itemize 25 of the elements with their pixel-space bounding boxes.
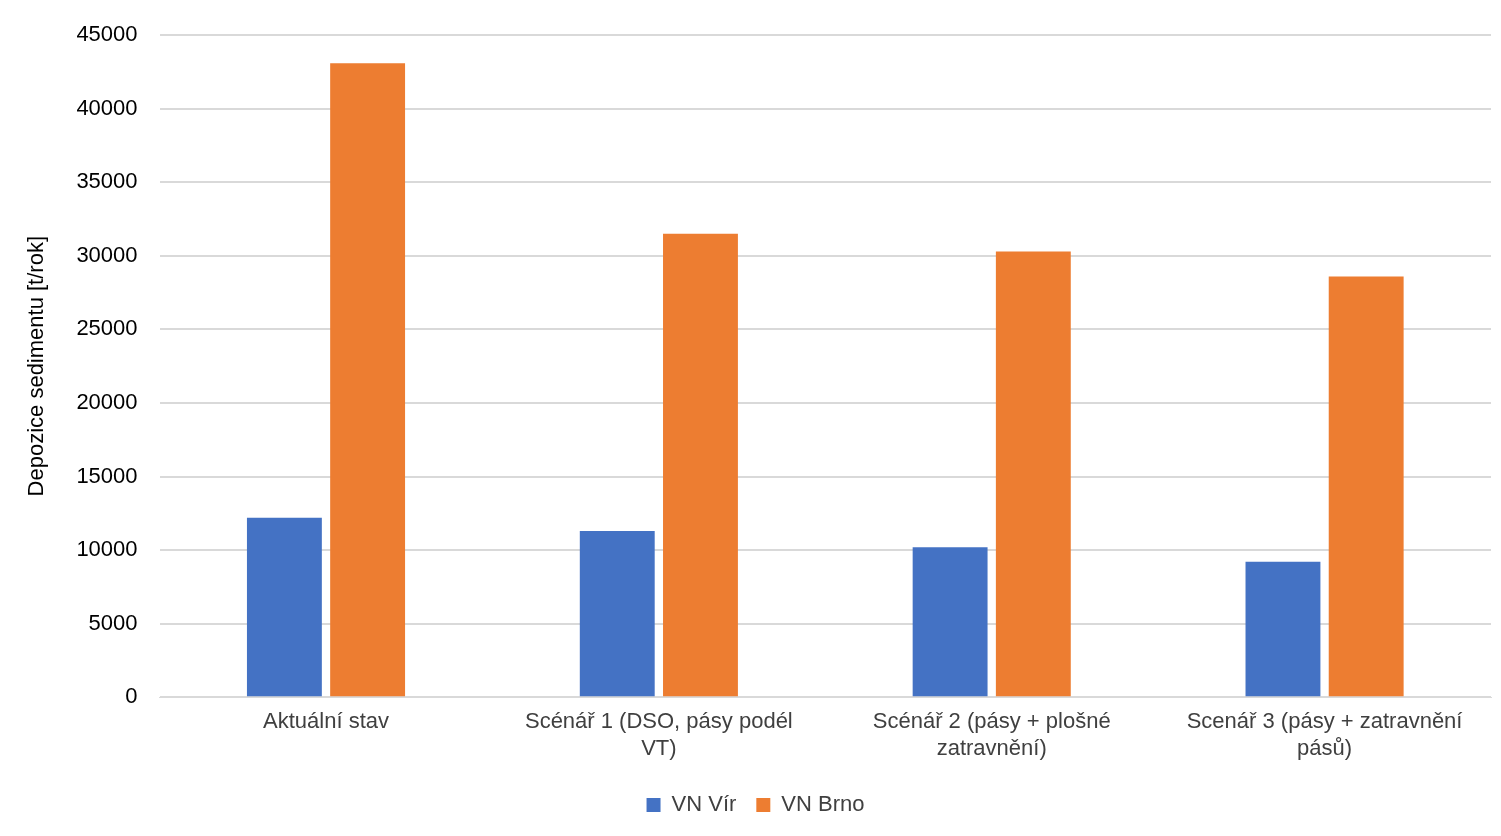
y-tick-label: 45000 xyxy=(76,21,138,47)
y-tick-label: 0 xyxy=(125,683,138,709)
x-tick-label: Scenář 3 (pásy + zatravnění pásů) xyxy=(1186,708,1463,760)
y-tick-label: 10000 xyxy=(76,536,138,562)
bar xyxy=(1245,561,1321,697)
y-tick-label: 30000 xyxy=(76,241,138,267)
legend-label: VN Brno xyxy=(781,791,865,817)
bar xyxy=(995,251,1071,697)
y-tick-label: 15000 xyxy=(76,462,138,488)
bar xyxy=(330,63,406,697)
x-tick-label: Scénář 2 (pásy + plošné zatravnění) xyxy=(872,708,1111,760)
y-tick-label: 5000 xyxy=(88,609,138,635)
bar xyxy=(912,547,988,697)
y-tick-label: 25000 xyxy=(76,315,138,341)
y-axis-title: Depozice sedimentu [t/rok] xyxy=(23,235,49,497)
legend-label: VN Vír xyxy=(671,791,737,817)
bar xyxy=(1328,276,1404,697)
x-tick-label: Scénář 1 (DSO, pásy podél VT) xyxy=(524,708,793,760)
y-tick-label: 35000 xyxy=(76,168,138,194)
bar xyxy=(579,530,655,697)
y-tick-label: 20000 xyxy=(76,389,138,415)
bar xyxy=(663,233,738,697)
bar xyxy=(246,517,322,697)
x-tick-label: Aktuální stav xyxy=(263,708,389,734)
y-tick-label: 40000 xyxy=(76,94,138,120)
